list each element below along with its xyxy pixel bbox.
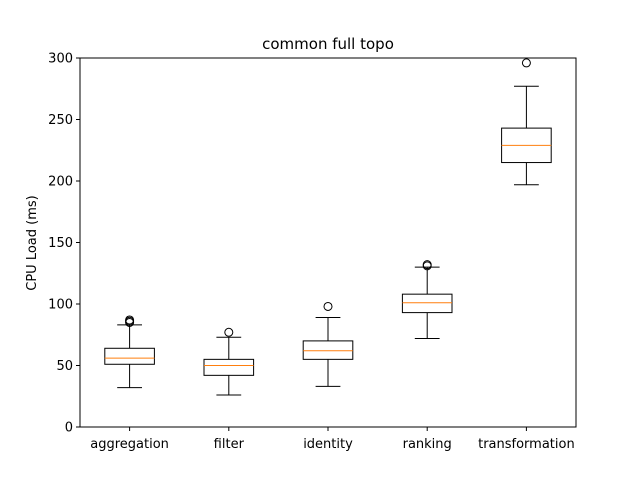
iqr-box xyxy=(104,347,155,365)
iqr-box xyxy=(401,293,453,314)
x-tick-label: transformation xyxy=(478,437,575,452)
boxes-layer xyxy=(104,58,552,396)
x-axis-ticks: aggregation filter identity ranking transfor… xyxy=(90,427,575,452)
x-tick-label: identity xyxy=(303,437,353,452)
box-group xyxy=(302,301,354,387)
y-axis-ticks: 0 50 100 150 200 250 300 xyxy=(48,52,80,436)
x-tick-label: aggregation xyxy=(90,437,169,452)
iqr-box xyxy=(203,358,255,376)
box-group xyxy=(203,327,255,396)
y-tick-label: 100 xyxy=(48,298,73,313)
box-group xyxy=(501,58,552,186)
x-tick-label: filter xyxy=(214,437,245,452)
outlier-point xyxy=(125,315,135,325)
y-tick-label: 200 xyxy=(48,175,73,190)
x-tick-label: ranking xyxy=(403,437,452,452)
y-axis-label: CPU Load (ms) xyxy=(25,195,40,290)
box-group xyxy=(401,260,453,339)
y-tick-label: 50 xyxy=(56,359,73,374)
outlier-point xyxy=(422,260,432,270)
plot-area-frame xyxy=(79,57,577,428)
y-tick-label: 300 xyxy=(48,52,73,67)
iqr-box xyxy=(302,340,354,360)
chart-title: common full topo xyxy=(262,35,394,53)
outlier-point xyxy=(323,301,333,311)
outlier-point xyxy=(224,327,234,337)
y-tick-label: 0 xyxy=(65,421,73,436)
y-tick-label: 250 xyxy=(48,113,73,128)
y-tick-label: 150 xyxy=(48,236,73,251)
outlier-point xyxy=(521,58,531,68)
box-group xyxy=(104,315,155,389)
